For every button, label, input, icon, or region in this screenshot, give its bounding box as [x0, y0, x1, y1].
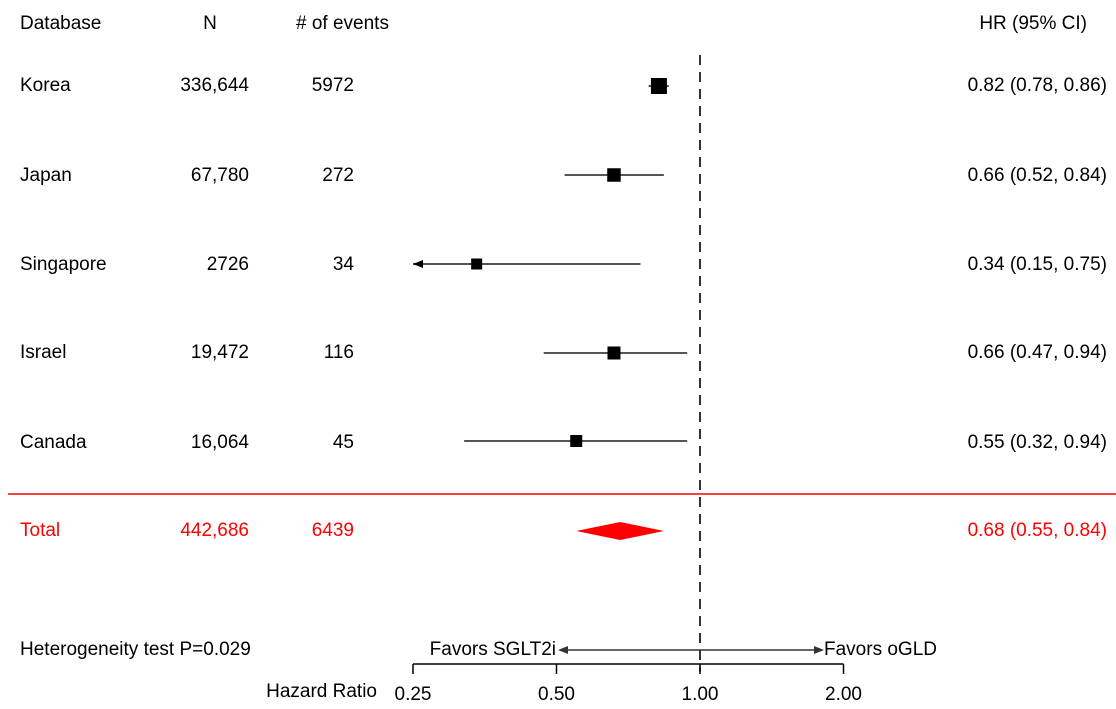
- total-database: Total: [20, 520, 61, 541]
- study-canada: [464, 435, 688, 447]
- study-japan: [564, 168, 664, 182]
- row-n: 67,780: [190, 165, 249, 186]
- favors-left-label: Favors SGLT2i: [429, 639, 556, 660]
- point-estimate: [471, 258, 483, 270]
- row-database: Canada: [20, 432, 87, 453]
- total-hr-text: 0.68 (0.55, 0.84): [967, 520, 1107, 541]
- total-events: 6439: [311, 520, 354, 541]
- x-tick-label: 0.25: [395, 684, 432, 705]
- x-tick-label: 2.00: [825, 684, 862, 705]
- heterogeneity-text: Heterogeneity test P=0.029: [20, 639, 251, 660]
- header-events: # of events: [296, 13, 389, 34]
- favors-right-arrowhead: [814, 646, 824, 654]
- row-hr-text: 0.66 (0.47, 0.94): [967, 342, 1107, 363]
- point-estimate: [607, 168, 621, 182]
- study-korea: [648, 78, 669, 94]
- x-tick-label: 0.50: [538, 684, 575, 705]
- x-axis: 0.25 0.50 1.00 2.00: [395, 663, 862, 705]
- row-events: 34: [332, 254, 354, 275]
- row-events: 45: [332, 432, 354, 453]
- studies-layer: [413, 78, 688, 447]
- header-hr: HR (95% CI): [979, 13, 1087, 34]
- row-n: 19,472: [190, 342, 249, 363]
- x-axis-title: Hazard Ratio: [266, 681, 377, 702]
- row-events: 272: [322, 165, 354, 186]
- favors-arrows: [558, 646, 824, 654]
- row-database: Japan: [20, 165, 72, 186]
- row-hr-text: 0.34 (0.15, 0.75): [967, 254, 1107, 275]
- x-tick-label: 1.00: [682, 684, 719, 705]
- row-n: 16,064: [190, 432, 249, 453]
- study-singapore: [413, 258, 641, 270]
- row-n: 336,644: [180, 75, 249, 96]
- row-database: Korea: [20, 75, 71, 96]
- header-n: N: [203, 13, 217, 34]
- point-estimate: [650, 78, 667, 94]
- point-estimate: [607, 346, 621, 360]
- row-database: Singapore: [20, 254, 107, 275]
- row-events: 5972: [311, 75, 354, 96]
- favors-right-label: Favors oGLD: [824, 639, 937, 660]
- row-n: 2726: [206, 254, 249, 275]
- row-database: Israel: [20, 342, 67, 363]
- row-hr-text: 0.66 (0.52, 0.84): [967, 165, 1107, 186]
- study-israel: [543, 346, 688, 360]
- ci-arrow-left: [413, 260, 423, 268]
- favors-left-arrowhead: [558, 646, 568, 654]
- total-n: 442,686: [180, 520, 249, 541]
- row-hr-text: 0.82 (0.78, 0.86): [967, 75, 1107, 96]
- row-hr-text: 0.55 (0.32, 0.94): [967, 432, 1107, 453]
- pooled-diamond: [576, 522, 664, 540]
- row-events: 116: [323, 342, 354, 363]
- point-estimate: [570, 435, 583, 447]
- header-database: Database: [20, 13, 102, 34]
